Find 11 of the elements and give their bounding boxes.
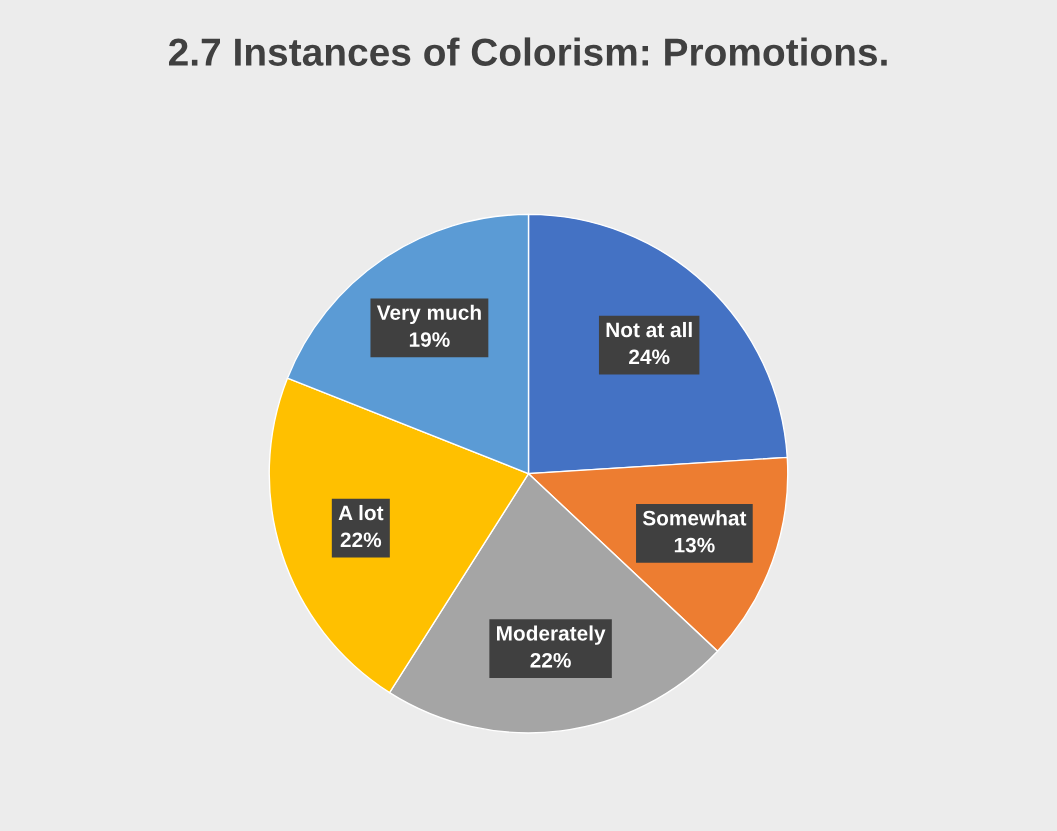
data-label: 19% bbox=[409, 332, 450, 347]
chart-title: 2.7 Instances of Colorism: Promotions. bbox=[169, 37, 887, 66]
data-label: 24% bbox=[629, 349, 670, 365]
data-label: 22% bbox=[530, 652, 571, 668]
slice-label: A lot bbox=[338, 504, 384, 521]
slice-label: Somewhat bbox=[642, 510, 747, 526]
slice-label: Moderately bbox=[497, 625, 606, 645]
data-label: 13% bbox=[674, 537, 715, 553]
slice-label: Not at all bbox=[606, 321, 692, 338]
slice-label: Very much bbox=[376, 304, 481, 325]
data-label: 22% bbox=[340, 532, 382, 548]
